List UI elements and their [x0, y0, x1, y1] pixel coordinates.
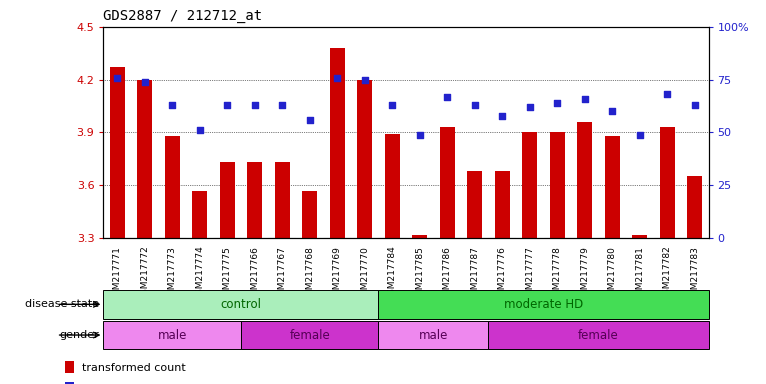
Text: male: male [158, 329, 187, 341]
Text: gender: gender [60, 330, 100, 340]
Bar [275, 162, 290, 238]
Point [358, 76, 371, 83]
Point [633, 131, 646, 138]
Bar [329, 48, 345, 238]
Point [578, 96, 591, 102]
Bar [467, 171, 483, 238]
Point [194, 127, 206, 134]
Bar [65, 361, 74, 373]
Text: female: female [578, 329, 619, 341]
Bar [495, 171, 510, 238]
Bar [241, 321, 378, 349]
Point [111, 74, 123, 81]
Point [606, 108, 618, 114]
Text: control: control [221, 298, 261, 311]
Bar [247, 162, 262, 238]
Bar [65, 382, 74, 384]
Point [303, 117, 316, 123]
Text: GDS2887 / 212712_at: GDS2887 / 212712_at [103, 9, 263, 23]
Point [496, 113, 509, 119]
Point [276, 102, 288, 108]
Bar [110, 67, 125, 238]
Bar [378, 321, 489, 349]
Bar [220, 162, 234, 238]
Bar [489, 321, 709, 349]
Point [689, 102, 701, 108]
Text: female: female [290, 329, 330, 341]
Text: disease state: disease state [25, 299, 100, 310]
Bar [137, 79, 152, 238]
Point [331, 74, 343, 81]
Point [524, 104, 536, 110]
Bar [302, 190, 317, 238]
Bar [687, 177, 702, 238]
Bar [660, 127, 675, 238]
Point [441, 93, 453, 99]
Bar [103, 321, 241, 349]
Point [249, 102, 261, 108]
Point [552, 100, 564, 106]
Point [386, 102, 398, 108]
Bar [632, 235, 647, 238]
Text: male: male [419, 329, 448, 341]
Point [221, 102, 234, 108]
Bar [604, 136, 620, 238]
Bar [192, 190, 208, 238]
Bar [103, 290, 378, 319]
Bar [440, 127, 455, 238]
Point [166, 102, 178, 108]
Bar [378, 290, 709, 319]
Point [469, 102, 481, 108]
Bar [550, 132, 565, 238]
Bar [357, 79, 372, 238]
Bar [165, 136, 180, 238]
Bar [412, 235, 427, 238]
Text: transformed count: transformed count [82, 362, 185, 373]
Bar [522, 132, 537, 238]
Point [414, 131, 426, 138]
Point [139, 79, 151, 85]
Point [661, 91, 673, 98]
Bar [578, 122, 592, 238]
Bar [385, 134, 400, 238]
Text: moderate HD: moderate HD [504, 298, 583, 311]
